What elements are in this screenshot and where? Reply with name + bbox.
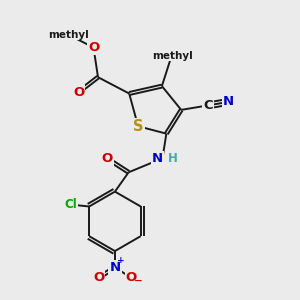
Text: H: H bbox=[168, 152, 178, 165]
Text: O: O bbox=[101, 152, 112, 165]
Text: S: S bbox=[133, 119, 143, 134]
Text: Cl: Cl bbox=[64, 198, 77, 211]
Text: −: − bbox=[134, 276, 142, 286]
Text: C: C bbox=[203, 99, 213, 112]
Text: N: N bbox=[110, 261, 121, 274]
Text: N: N bbox=[152, 152, 163, 165]
Text: O: O bbox=[126, 271, 137, 284]
Text: O: O bbox=[73, 85, 84, 98]
Text: methyl: methyl bbox=[48, 30, 88, 40]
Text: +: + bbox=[117, 256, 125, 266]
Text: O: O bbox=[88, 41, 99, 54]
Text: N: N bbox=[223, 95, 234, 108]
Text: methyl: methyl bbox=[152, 51, 193, 61]
Text: O: O bbox=[93, 271, 104, 284]
